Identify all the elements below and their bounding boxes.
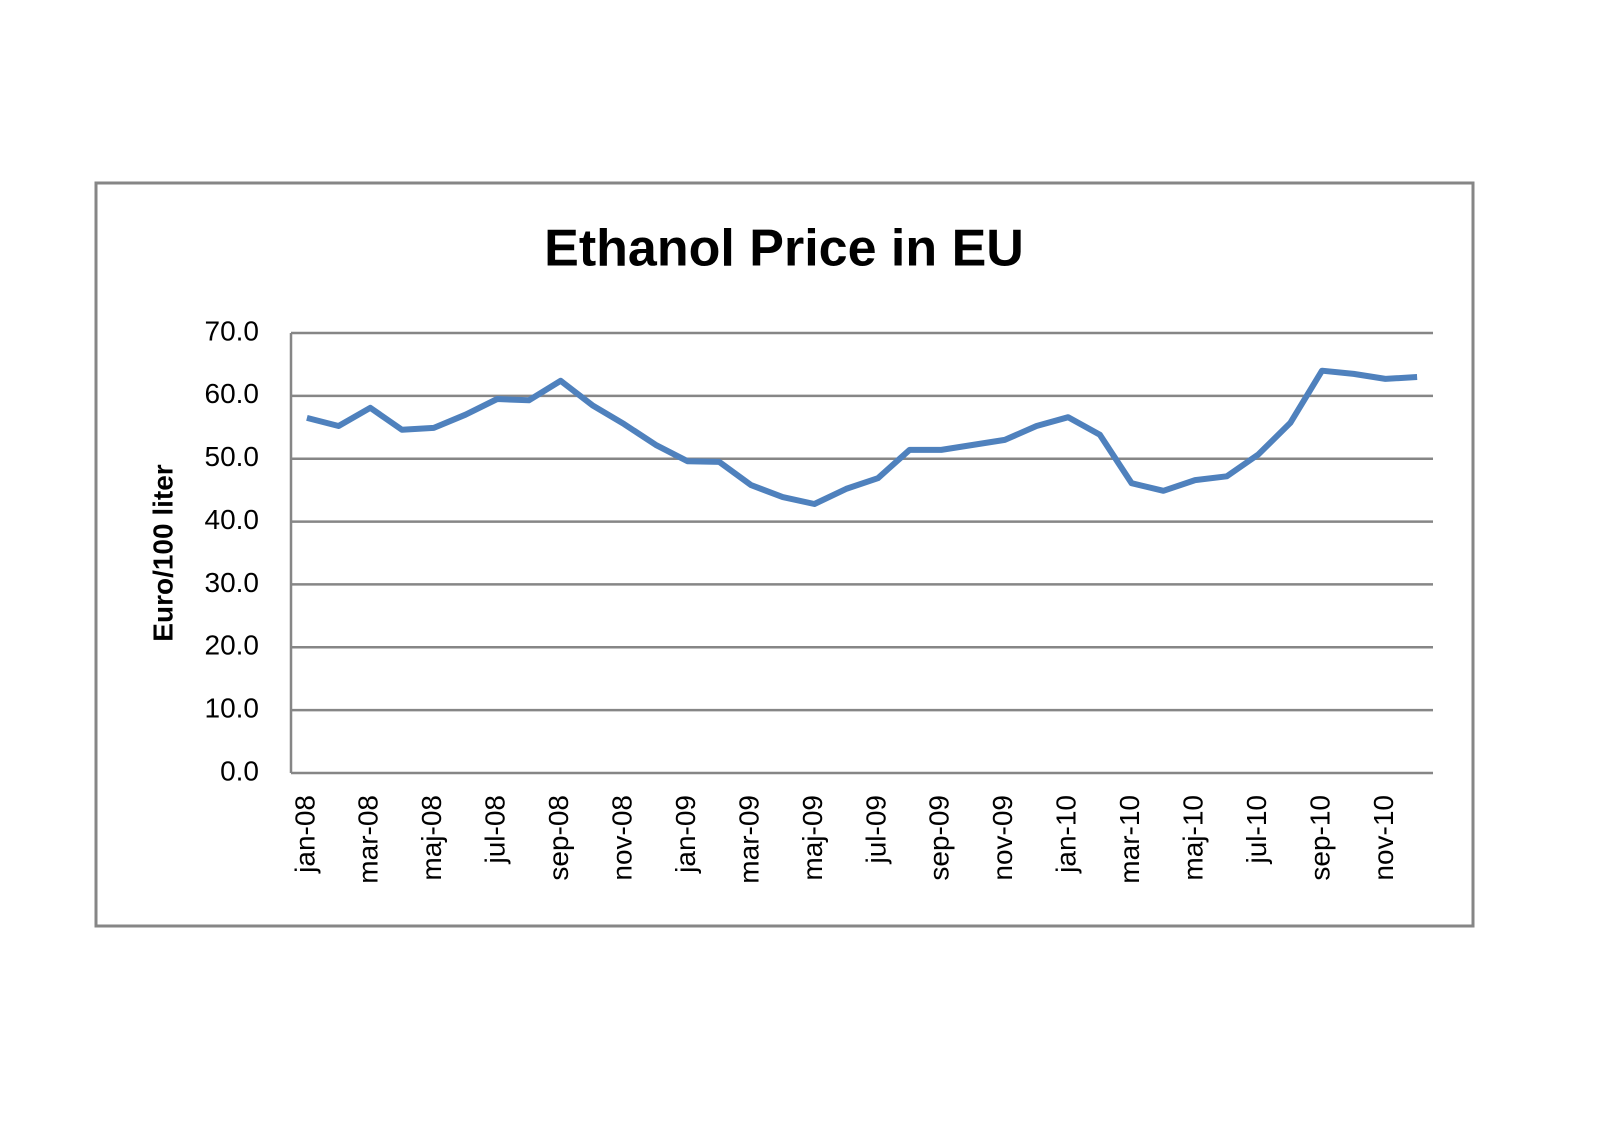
x-tick-label: maj-08 <box>416 795 447 881</box>
x-tick-label: mar-08 <box>353 795 384 884</box>
x-tick-label: nov-08 <box>606 795 637 881</box>
x-tick-label: sep-09 <box>924 795 955 881</box>
chart-frame <box>94 181 1475 928</box>
y-axis-title: Euro/100 liter <box>147 464 178 642</box>
y-tick-label: 10.0 <box>205 693 260 724</box>
y-tick-label: 20.0 <box>205 630 260 661</box>
x-tick-label: jan-08 <box>289 795 320 874</box>
chart-title: Ethanol Price in EU <box>544 220 1024 278</box>
x-tick-label: nov-10 <box>1368 795 1399 881</box>
x-tick-label: sep-10 <box>1304 795 1335 881</box>
y-tick-label: 40.0 <box>205 504 260 535</box>
y-tick-label: 0.0 <box>220 755 259 786</box>
x-tick-label: jul-10 <box>1241 795 1272 864</box>
line <box>306 367 1418 507</box>
y-tick-label: 70.0 <box>205 315 260 346</box>
y-tick-label: 30.0 <box>205 567 260 598</box>
x-tick-label: mar-09 <box>733 795 764 884</box>
y-tick-label: 50.0 <box>205 441 260 472</box>
y-tick-label: 60.0 <box>205 378 260 409</box>
x-tick-label: nov-09 <box>987 795 1018 881</box>
x-tick-label: jan-09 <box>670 795 701 874</box>
x-tick-label: jul-09 <box>860 795 891 864</box>
x-tick-label: jan-10 <box>1051 795 1082 874</box>
x-tick-label: maj-10 <box>1177 795 1208 881</box>
x-tick-label: sep-08 <box>543 795 574 881</box>
x-tick-label: mar-10 <box>1114 795 1145 884</box>
x-tick-label: maj-09 <box>797 795 828 881</box>
x-tick-label: jul-08 <box>480 795 511 864</box>
